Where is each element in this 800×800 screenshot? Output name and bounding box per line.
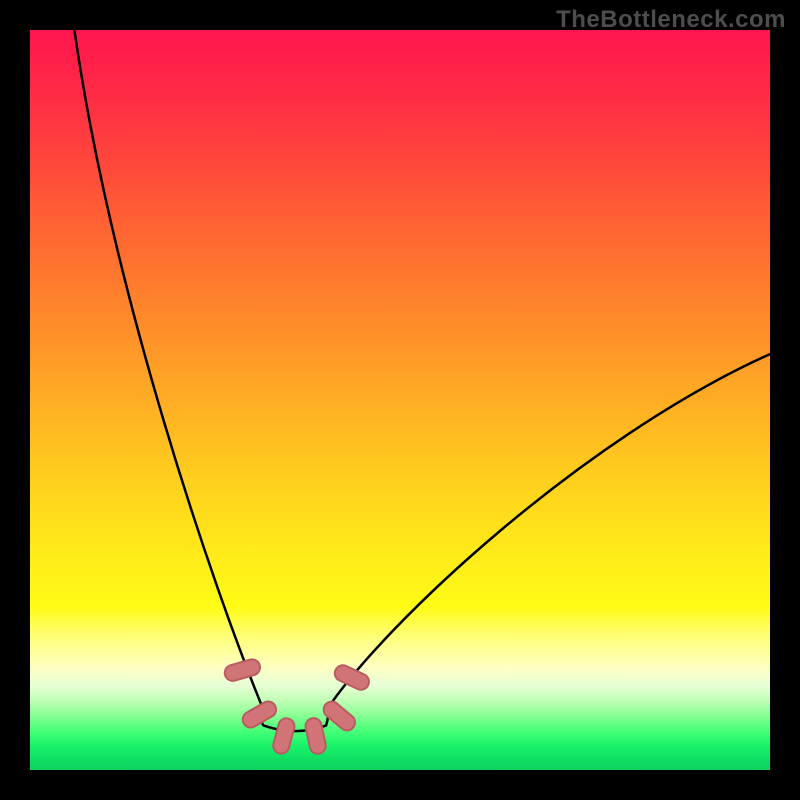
watermark-text: TheBottleneck.com bbox=[556, 6, 786, 34]
heatmap-background bbox=[30, 30, 770, 770]
bottleneck-chart bbox=[0, 0, 800, 800]
